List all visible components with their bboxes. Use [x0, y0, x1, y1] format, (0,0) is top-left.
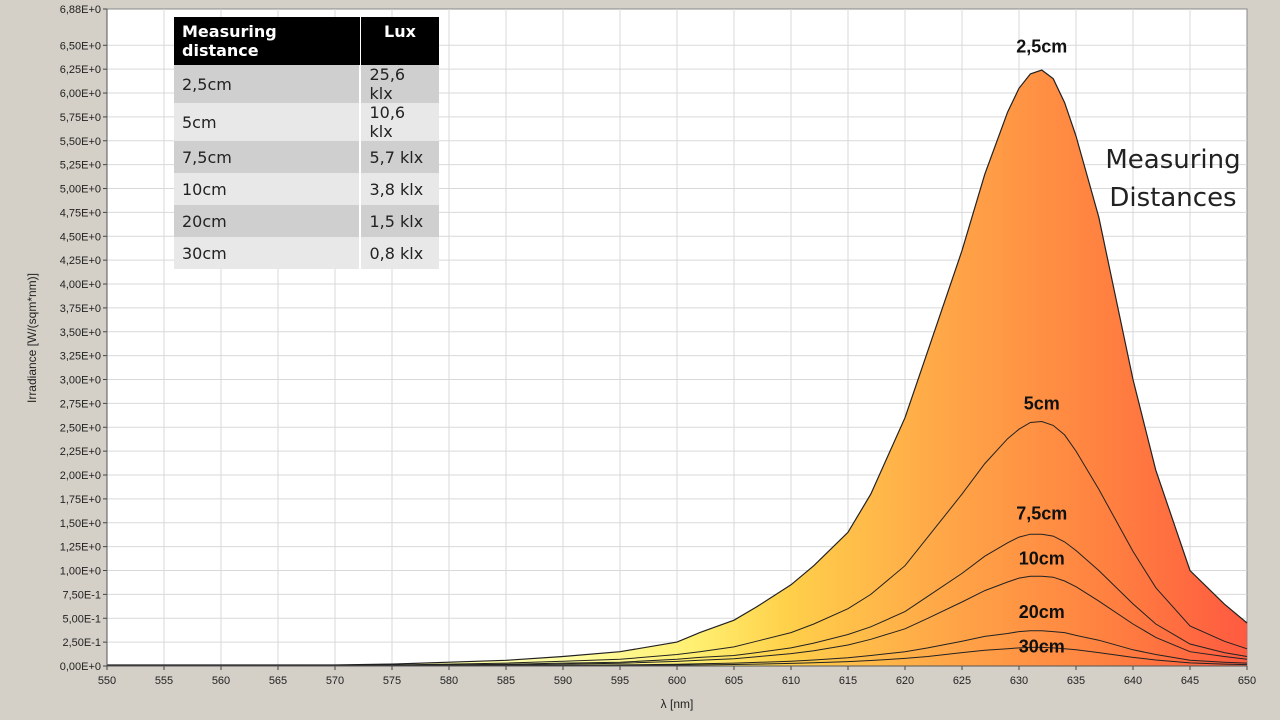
x-tick-label: 630	[1010, 675, 1028, 687]
y-tick-label: 5,50E+0	[60, 136, 101, 148]
table-cell-lux: 10,6 klx	[360, 103, 439, 141]
x-tick-label: 575	[383, 675, 401, 687]
y-tick-label: 5,00E+0	[60, 184, 101, 196]
table-cell-distance: 5cm	[174, 103, 362, 141]
series-label: 10cm	[1019, 548, 1065, 568]
x-tick-label: 590	[554, 675, 572, 687]
table-cell-lux: 0,8 klx	[360, 237, 439, 269]
y-tick-label: 2,00E+0	[60, 470, 101, 482]
x-tick-label: 615	[839, 675, 857, 687]
x-tick-label: 625	[953, 675, 971, 687]
table-cell-lux: 3,8 klx	[360, 173, 439, 205]
y-tick-label: 6,00E+0	[60, 88, 101, 100]
series-label: 30cm	[1019, 636, 1065, 656]
y-tick-label: 4,25E+0	[60, 255, 101, 267]
y-tick-label: 2,50E-1	[62, 637, 101, 649]
y-tick-label: 3,00E+0	[60, 375, 101, 387]
x-tick-label: 620	[896, 675, 914, 687]
grid	[107, 9, 1247, 666]
series-label: 7,5cm	[1016, 504, 1067, 524]
table-row: 5cm 10,6 klx	[174, 103, 439, 141]
table-cell-lux: 1,5 klx	[360, 205, 439, 237]
table-cell-distance: 30cm	[174, 237, 362, 269]
x-tick-label: 560	[212, 675, 230, 687]
y-tick-label: 3,25E+0	[60, 351, 101, 363]
x-tick-label: 565	[269, 675, 287, 687]
x-tick-label: 645	[1181, 675, 1199, 687]
x-tick-label: 585	[497, 675, 515, 687]
y-axis-title: Irradiance [W/(sqm*nm)]	[25, 273, 39, 403]
y-tick-label: 5,00E-1	[62, 613, 101, 625]
x-tick-label: 600	[668, 675, 686, 687]
annotation-line-1: Measuring	[1105, 145, 1240, 175]
y-tick-label: 1,75E+0	[60, 494, 101, 506]
table-cell-distance: 7,5cm	[174, 141, 362, 173]
x-tick-label: 570	[326, 675, 344, 687]
series-line	[106, 420, 1248, 666]
table-row: 2,5cm 25,6 klx	[174, 65, 439, 103]
series-area-2-5cm	[107, 70, 1247, 667]
x-tick-label: 610	[782, 675, 800, 687]
x-tick-label: 605	[725, 675, 743, 687]
x-tick-label: 635	[1067, 675, 1085, 687]
x-tick-label: 550	[98, 675, 116, 687]
series-labels: 2,5cm 5cm 7,5cm 10cm 20cm 30cm	[1016, 37, 1067, 657]
series-lines	[106, 69, 1248, 667]
y-tick-label: 4,50E+0	[60, 231, 101, 243]
y-tick-label: 4,75E+0	[60, 207, 101, 219]
y-tick-label: 2,50E+0	[60, 422, 101, 434]
series-label: 20cm	[1019, 602, 1065, 622]
annotation-line-2: Distances	[1109, 183, 1236, 213]
table-cell-distance: 2,5cm	[174, 65, 362, 103]
series-areas	[107, 70, 1247, 667]
table-row: 30cm 0,8 klx	[174, 237, 439, 269]
series-line	[106, 533, 1248, 667]
y-tick-label: 5,25E+0	[60, 160, 101, 172]
table-cell-distance: 10cm	[174, 173, 362, 205]
y-tick-label: 0,00E+0	[60, 661, 101, 673]
axes: 550 555 560 565 570 575 580 585 590 595 600 605 610 6…	[60, 4, 1256, 687]
series-label: 2,5cm	[1016, 37, 1067, 57]
y-tick-label: 2,25E+0	[60, 446, 101, 458]
y-tick-label: 3,50E+0	[60, 327, 101, 339]
lux-table-header-row: Measuring distance Lux	[174, 17, 439, 65]
y-tick-label: 2,75E+0	[60, 398, 101, 410]
table-row: 10cm 3,8 klx	[174, 173, 439, 205]
x-tick-label: 555	[155, 675, 173, 687]
y-tick-label: 1,50E+0	[60, 518, 101, 530]
y-tick-label: 1,00E+0	[60, 566, 101, 578]
y-tick-label: 6,25E+0	[60, 64, 101, 76]
series-line	[107, 69, 1248, 666]
y-tick-label: 1,25E+0	[60, 542, 101, 554]
y-tick-label: 6,50E+0	[60, 40, 101, 52]
y-tick-label: 3,75E+0	[60, 303, 101, 315]
table-cell-lux: 25,6 klx	[360, 65, 439, 103]
table-cell-distance: 20cm	[174, 205, 362, 237]
y-tick-label: 4,00E+0	[60, 279, 101, 291]
x-tick-label: 580	[440, 675, 458, 687]
table-row: 20cm 1,5 klx	[174, 205, 439, 237]
header-lux: Lux	[360, 17, 439, 65]
lux-table: Measuring distance Lux 2,5cm 25,6 klx 5c…	[174, 17, 439, 269]
series-line	[106, 575, 1248, 667]
x-tick-label: 640	[1124, 675, 1142, 687]
y-tick-label: 5,75E+0	[60, 112, 101, 124]
table-cell-lux: 5,7 klx	[360, 141, 439, 173]
table-row: 7,5cm 5,7 klx	[174, 141, 439, 173]
y-tick-label: 6,88E+0	[60, 4, 101, 16]
x-axis-title: λ [nm]	[661, 697, 694, 711]
header-measuring-distance: Measuring distance	[174, 17, 361, 65]
x-tick-label: 595	[611, 675, 629, 687]
series-label: 5cm	[1024, 394, 1060, 414]
y-tick-label: 7,50E-1	[62, 589, 101, 601]
x-tick-label: 650	[1238, 675, 1256, 687]
